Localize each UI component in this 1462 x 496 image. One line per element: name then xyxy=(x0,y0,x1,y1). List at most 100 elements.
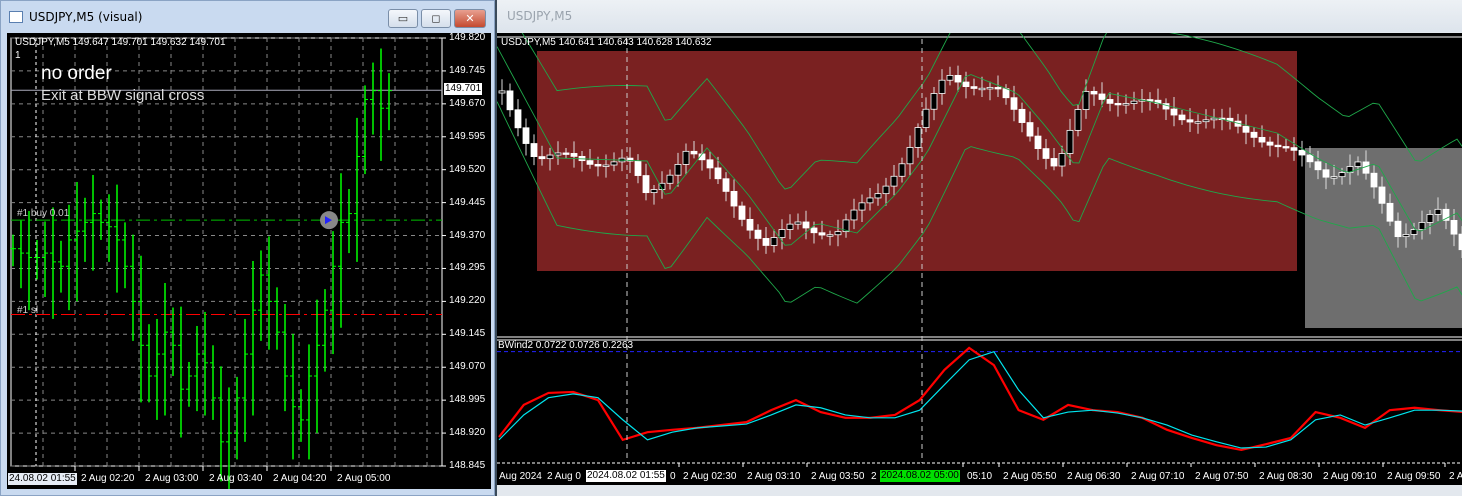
candle-body xyxy=(1250,131,1258,138)
candle-body xyxy=(1434,208,1442,215)
time-tick-label: 2 Aug 03:00 xyxy=(145,473,199,484)
candle-body xyxy=(1066,129,1074,154)
candle-body xyxy=(1002,88,1010,99)
candle-body xyxy=(1282,146,1290,149)
candle-body xyxy=(610,161,618,166)
time-tick-label: 2 Aug 07:50 xyxy=(1195,471,1249,482)
candle-body xyxy=(858,202,866,211)
candle-body xyxy=(826,234,834,237)
buy-order-label: #1 buy 0.01 xyxy=(17,208,70,219)
candle-body xyxy=(834,231,842,236)
candle-body xyxy=(1074,109,1082,131)
price-tick-label: 149.595 xyxy=(449,130,486,142)
candle-body xyxy=(1194,121,1202,124)
maximize-button[interactable]: ◻ xyxy=(421,9,451,28)
price-tick-label: 149.445 xyxy=(449,196,486,208)
candle-body xyxy=(506,90,514,111)
candle-body xyxy=(762,238,770,246)
candle-body xyxy=(1122,103,1130,106)
candle-body xyxy=(1090,91,1098,95)
price-tick-label: 149.370 xyxy=(449,229,486,241)
price-tick-label: 149.220 xyxy=(449,295,486,307)
candle-body xyxy=(946,74,954,81)
plot-frame xyxy=(10,37,443,467)
title-bar[interactable]: USDJPY,M5 (visual) ▭ ◻ ✕ xyxy=(1,1,494,33)
price-chart-canvas xyxy=(497,33,1462,467)
time-tick-label: 2 xyxy=(871,471,877,482)
time-tick-label: 2 Aug 03:40 xyxy=(209,473,263,484)
candle-body xyxy=(594,163,602,167)
indicator-signal-line xyxy=(498,350,1462,449)
candle-body xyxy=(498,90,506,94)
candle-body xyxy=(1050,158,1058,167)
candle-body xyxy=(1442,208,1450,221)
candle-body xyxy=(570,153,578,157)
time-tick-label: 2 Aug 09:50 xyxy=(1387,471,1441,482)
candle-body xyxy=(1178,114,1186,121)
comment-title: no order xyxy=(41,63,112,84)
candle-body xyxy=(1418,222,1426,230)
candle-body xyxy=(642,175,650,194)
close-button[interactable]: ✕ xyxy=(454,9,486,28)
candle-body xyxy=(1114,102,1122,106)
candle-body xyxy=(1106,99,1114,104)
time-tick-label: 2 Aug 06:30 xyxy=(1067,471,1121,482)
middle-band-line xyxy=(497,46,1462,246)
candle-body xyxy=(554,152,562,156)
candle-body xyxy=(1346,166,1354,174)
chart-header: USDJPY,M5 140.641 140.643 140.628 140.63… xyxy=(501,37,712,48)
candle-body xyxy=(1186,119,1194,123)
time-tick-label: 0 xyxy=(670,471,676,482)
candle-body xyxy=(906,147,914,165)
candle-body xyxy=(890,175,898,187)
price-chart[interactable]: USDJPY,M5 140.641 140.643 140.628 140.63… xyxy=(497,33,1462,485)
candle-body xyxy=(1306,154,1314,163)
price-tick-label: 148.845 xyxy=(449,460,486,471)
chart-window-icon xyxy=(9,11,23,23)
candle-body xyxy=(786,223,794,230)
minimize-button[interactable]: ▭ xyxy=(388,9,418,28)
candle-body xyxy=(1058,153,1066,167)
candle-body xyxy=(1298,149,1306,156)
candle-body xyxy=(1266,141,1274,146)
title-bar[interactable]: USDJPY,M5 xyxy=(497,0,1462,32)
time-tick-label: 2 Aug 05:00 xyxy=(337,473,391,484)
price-chart[interactable]: USDJPY,M5 149.647 149.701 149.632 149.70… xyxy=(7,32,491,489)
price-chart-canvas xyxy=(10,37,446,489)
candle-body xyxy=(1242,125,1250,133)
candle-body xyxy=(1210,117,1218,121)
candle-body xyxy=(1338,172,1346,178)
candle-body xyxy=(730,191,738,207)
time-tick-label: 2 Aug 03:10 xyxy=(747,471,801,482)
candle-body xyxy=(1018,108,1026,123)
time-tick-label: 2 Aug 03:50 xyxy=(811,471,865,482)
candle-body xyxy=(1098,93,1106,100)
candle-body xyxy=(882,185,890,195)
candle-body xyxy=(970,86,978,89)
price-tick-label: 149.820 xyxy=(449,32,486,43)
candle-body xyxy=(810,227,818,234)
time-tick-label: 05:10 xyxy=(967,471,993,482)
candle-body xyxy=(898,163,906,177)
price-tick-label: 149.670 xyxy=(449,97,486,109)
candle-body xyxy=(1042,148,1050,159)
sub-window-index: 1 xyxy=(15,50,21,61)
time-tick-label: 2 Aug 05:50 xyxy=(1003,471,1057,482)
stop-loss-label: #1 sl xyxy=(17,305,39,316)
candle-body xyxy=(1330,176,1338,179)
lower-band-line xyxy=(497,101,1462,304)
candle-body xyxy=(746,218,754,231)
candle-body xyxy=(1394,220,1402,238)
candle-body xyxy=(530,143,538,157)
candle-body xyxy=(986,87,994,90)
time-tick-label: 2 Aug 08:30 xyxy=(1259,471,1313,482)
candle-body xyxy=(1426,214,1434,223)
candle-body xyxy=(1458,233,1462,251)
time-tick-label: 2 A xyxy=(1449,471,1462,482)
candle-body xyxy=(770,237,778,246)
time-cursor-label: 2024.08.02 01:55 xyxy=(586,470,666,482)
candle-body xyxy=(538,156,546,160)
signal-zone-red xyxy=(537,51,1297,271)
window-title: USDJPY,M5 (visual) xyxy=(29,10,143,24)
candle-body xyxy=(586,160,594,165)
